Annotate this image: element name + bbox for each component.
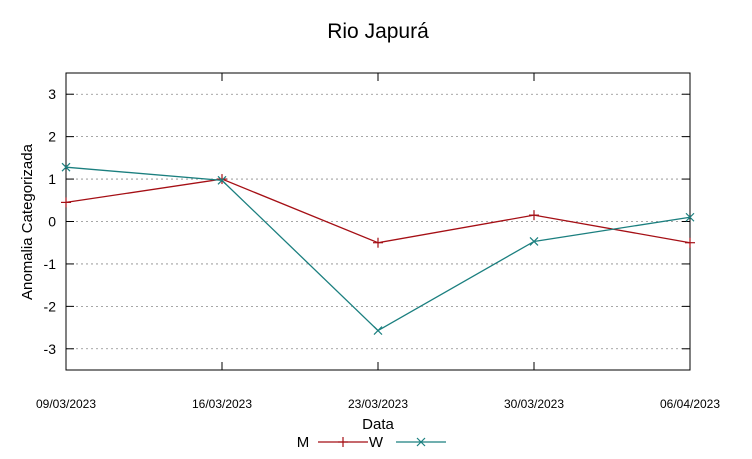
y-tick-label: 0 [48,214,56,230]
legend-label-m: M [297,434,310,451]
series-w-point [685,212,695,222]
series-w-point [217,175,227,185]
series-m-point [217,174,227,185]
y-tick-label: 2 [48,129,56,145]
axis-ticks: 3 2 1 0 -1 -2 -3 09/03/2023 16/03/2023 23/03/2023… [36,73,720,411]
chart-title: Rio Japurá [327,20,429,43]
y-axis-label: Anomalia Categorizada [19,143,36,300]
y-tick-label: -3 [44,341,57,357]
legend-marker-m [338,437,348,447]
series [61,162,695,335]
series-m-point [685,237,695,248]
series-w-point [61,162,71,172]
x-tick-label: 09/03/2023 [36,397,96,411]
grid [66,93,690,350]
series-m-point [529,210,539,221]
x-tick-label: 23/03/2023 [348,397,408,411]
series-w-point-stroke [61,162,71,172]
series-m-point [373,237,383,248]
series-w-point-stroke [529,237,539,246]
y-tick-label: 1 [48,171,56,187]
series-w-point-stroke [373,326,383,335]
x-axis-label: Data [362,416,394,433]
legend-label-w: W [369,434,384,451]
series-m-point [61,197,71,208]
y-tick-label: -2 [44,298,57,314]
legend-marker-w-stroke [416,437,426,447]
x-tick-label: 30/03/2023 [504,397,564,411]
legend-marker-w [416,437,426,447]
series-w-point [529,237,539,246]
x-tick-label: 06/04/2023 [660,397,720,411]
y-tick-label: -1 [44,256,57,272]
series-w-point-stroke [217,175,227,185]
y-tick-label: 3 [48,86,56,102]
series-w-point-stroke [685,212,695,222]
x-tick-label: 16/03/2023 [192,397,252,411]
series-w-point [373,326,383,335]
series-m-line [65,178,691,244]
